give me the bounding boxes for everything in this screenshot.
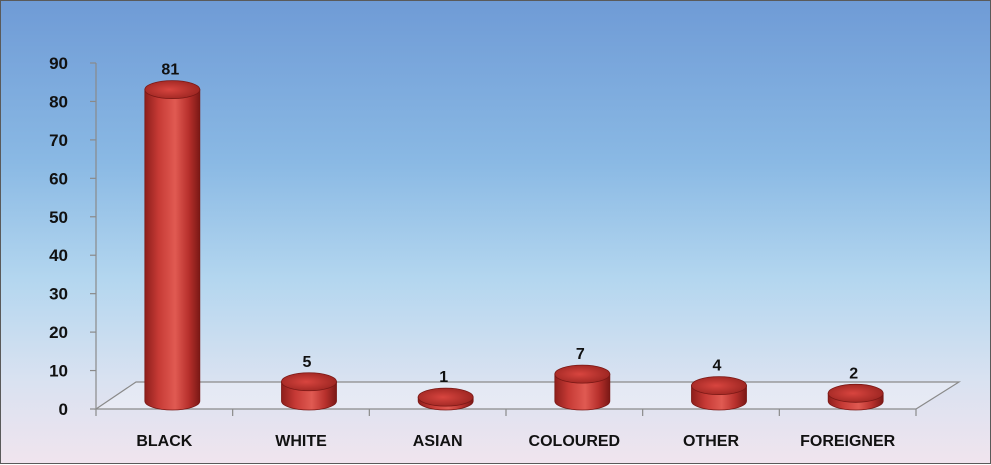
bars-group (145, 81, 883, 410)
y-tick-label: 40 (49, 246, 68, 265)
bar-other (692, 377, 747, 410)
x-tick-label: FOREIGNER (800, 433, 896, 450)
bar-foreigner (828, 384, 883, 410)
x-tick-label: ASIAN (413, 433, 463, 450)
bar-white (282, 373, 337, 410)
bar-top-cap (828, 384, 883, 402)
bar-coloured (555, 365, 610, 410)
data-label: 7 (576, 346, 585, 363)
x-tick-label: COLOURED (529, 433, 621, 450)
x-tick-label: WHITE (275, 433, 327, 450)
bar-body (145, 90, 200, 410)
bar-asian (418, 388, 473, 410)
y-tick-label: 90 (49, 54, 68, 73)
bar-top-cap (282, 373, 337, 391)
bar-top-cap (555, 365, 610, 383)
bar-black (145, 81, 200, 410)
y-tick-label: 50 (49, 208, 68, 227)
y-tick-label: 80 (49, 92, 68, 111)
bar-top-cap (418, 388, 473, 406)
y-tick-label: 60 (49, 169, 68, 188)
data-label: 5 (303, 354, 312, 371)
x-tick-label: BLACK (136, 433, 192, 450)
data-label: 4 (713, 358, 722, 375)
bar-top-cap (692, 377, 747, 395)
data-label: 1 (439, 369, 448, 386)
y-tick-label: 0 (59, 400, 68, 419)
data-label: 81 (161, 62, 179, 79)
y-tick-label: 70 (49, 131, 68, 150)
data-label: 2 (849, 365, 858, 382)
y-tick-label: 20 (49, 323, 68, 342)
y-tick-label: 30 (49, 285, 68, 304)
bar-top-cap (145, 81, 200, 99)
y-tick-label: 10 (49, 362, 68, 381)
x-tick-label: OTHER (683, 433, 739, 450)
